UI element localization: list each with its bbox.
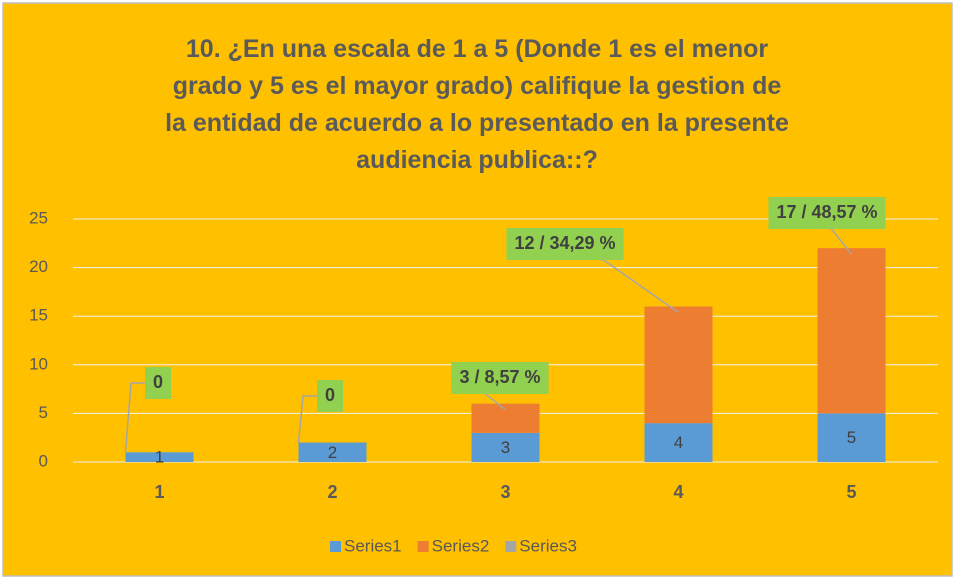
data-label: 2 bbox=[328, 443, 337, 462]
x-tick-label: 4 bbox=[673, 482, 683, 502]
legend-swatch bbox=[330, 541, 341, 552]
chart-title: 10. ¿En una escala de 1 a 5 (Donde 1 es … bbox=[165, 35, 789, 174]
y-tick-label: 15 bbox=[29, 306, 48, 325]
legend-label: Series1 bbox=[344, 536, 402, 555]
y-tick-label: 5 bbox=[39, 403, 48, 422]
leader-line bbox=[124, 382, 145, 453]
data-label: 17 / 48,57 % bbox=[776, 202, 877, 222]
bar-segment bbox=[817, 248, 886, 414]
label-box bbox=[144, 367, 172, 399]
x-tick-label: 5 bbox=[846, 482, 856, 502]
y-tick-label: 20 bbox=[29, 257, 48, 276]
data-label: 1 bbox=[155, 448, 164, 467]
callout: 12 / 34,29 % bbox=[506, 228, 624, 260]
data-label: 0 bbox=[325, 385, 335, 405]
bar-segment bbox=[125, 452, 194, 462]
x-tick-label: 2 bbox=[327, 482, 337, 502]
x-tick-label: 1 bbox=[154, 482, 164, 502]
y-tick-label: 10 bbox=[29, 354, 48, 373]
callout: 17 / 48,57 % bbox=[768, 197, 886, 229]
data-label: 12 / 34,29 % bbox=[514, 233, 615, 253]
label-box bbox=[768, 197, 886, 229]
legend-label: Series2 bbox=[432, 536, 490, 555]
y-tick-label: 0 bbox=[39, 451, 48, 470]
bar-segment bbox=[471, 432, 540, 462]
bar-segment bbox=[817, 413, 886, 462]
data-label: 4 bbox=[674, 433, 683, 452]
legend-label: Series3 bbox=[519, 536, 577, 555]
data-label: 3 / 8,57 % bbox=[459, 367, 540, 387]
legend-swatch bbox=[417, 541, 429, 552]
bar-segment bbox=[471, 403, 540, 433]
legend-swatch bbox=[505, 541, 517, 552]
data-label: 0 bbox=[153, 372, 163, 392]
bar-segment bbox=[644, 423, 713, 462]
callout: 0 bbox=[144, 367, 172, 399]
data-label: 3 bbox=[501, 438, 510, 457]
leader-line bbox=[297, 395, 317, 443]
callout: 3 / 8,57 % bbox=[451, 362, 549, 394]
label-box bbox=[451, 362, 549, 394]
data-label: 5 bbox=[847, 428, 856, 447]
callout: 0 bbox=[316, 380, 344, 412]
x-tick-label: 3 bbox=[500, 482, 510, 502]
y-tick-label: 25 bbox=[29, 208, 48, 227]
bar-segment bbox=[644, 306, 713, 424]
bar-segment bbox=[298, 442, 367, 462]
label-box bbox=[316, 380, 344, 412]
label-box bbox=[506, 228, 624, 260]
